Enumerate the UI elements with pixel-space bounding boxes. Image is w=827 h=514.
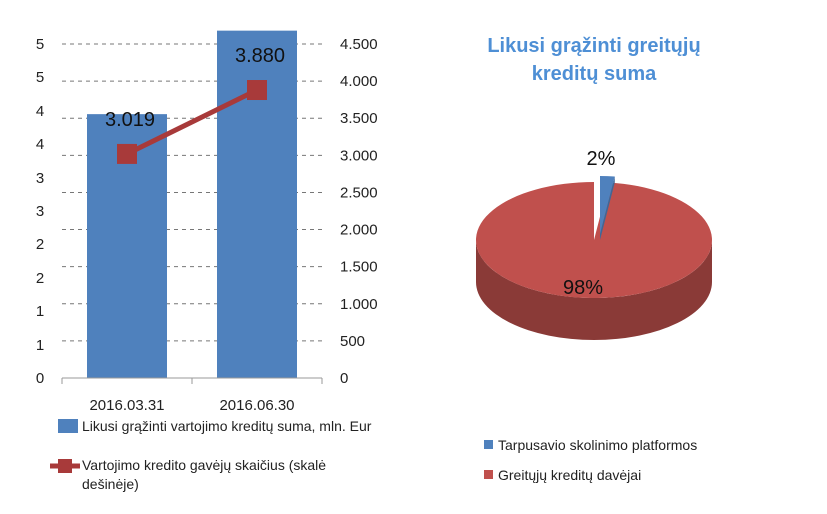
pie-title-line2: kreditų suma <box>532 63 657 85</box>
x-tick-label: 2016.06.30 <box>219 397 294 414</box>
left-tick-label: 2 <box>36 236 44 253</box>
pie-legend-item-platforms: Tarpusavio skolinimo platformos <box>484 437 697 453</box>
right-tick-label: 500 <box>340 333 365 350</box>
legend-line-label-line2: dešinėje) <box>82 476 139 492</box>
pie-slice-platformos <box>600 176 615 234</box>
line-series <box>117 80 267 164</box>
pie-legend-item-lenders: Greitųjų kreditų davėjai <box>484 467 641 483</box>
pie-legend-swatch-platforms <box>484 440 493 449</box>
line-data-label: 3.019 <box>105 109 155 131</box>
right-tick-label: 4.500 <box>340 36 378 53</box>
legend-item-bar: Likusi grąžinti vartojimo kreditų suma, … <box>58 418 372 434</box>
x-axis-ticks: 2016.03.31 2016.06.30 <box>61 378 323 414</box>
left-tick-label: 1 <box>36 303 44 320</box>
left-tick-label: 5 <box>36 69 44 86</box>
left-tick-label: 2 <box>36 270 44 287</box>
pie-chart: Likusi grąžinti greitųjų kreditų suma 2%… <box>476 35 712 483</box>
line-marker <box>117 143 137 164</box>
pie-legend-label-lenders: Greitųjų kreditų davėjai <box>498 467 641 483</box>
legend-bar-swatch <box>58 419 78 433</box>
right-tick-label: 2.500 <box>340 184 378 201</box>
left-tick-label: 3 <box>36 203 44 220</box>
right-tick-label: 3.500 <box>340 110 378 127</box>
legend-line-label-line1: Vartojimo kredito gavėjų skaičius (skalė <box>82 457 326 473</box>
line-data-labels: 3.019 3.880 <box>105 45 285 131</box>
x-tick-label: 2016.03.31 <box>89 397 164 414</box>
left-axis-ticks: 0 1 1 2 2 3 3 4 4 5 5 <box>36 36 44 387</box>
right-tick-label: 4.000 <box>340 73 378 90</box>
right-tick-label: 2.000 <box>340 222 378 239</box>
pie-slice-wall-platformos <box>600 176 615 240</box>
legend-item-line: Vartojimo kredito gavėjų skaičius (skalė… <box>50 457 326 492</box>
line-data-label: 3.880 <box>235 45 285 67</box>
line-marker <box>247 80 267 101</box>
right-axis-ticks: 0 500 1.000 1.500 2.000 2.500 3.000 3.500 4.000 4… <box>340 36 378 387</box>
series-line <box>125 87 259 157</box>
right-tick-label: 3.000 <box>340 147 378 164</box>
right-tick-label: 1.500 <box>340 259 378 276</box>
legend-bar-label: Likusi grąžinti vartojimo kreditų suma, … <box>82 418 372 434</box>
pie-slice-side-greitieji <box>476 240 712 340</box>
left-tick-label: 4 <box>36 103 44 120</box>
right-tick-label: 1.000 <box>340 296 378 313</box>
pie-legend-label-platforms: Tarpusavio skolinimo platformos <box>498 437 697 453</box>
pie-legend-swatch-lenders <box>484 470 493 479</box>
left-tick-label: 4 <box>36 136 44 153</box>
pie-title-line1: Likusi grąžinti greitųjų <box>487 35 700 57</box>
left-tick-label: 3 <box>36 170 44 187</box>
pie-labels: 2% 98% <box>563 148 616 299</box>
right-tick-label: 0 <box>340 370 348 387</box>
left-tick-label: 0 <box>36 370 44 387</box>
pie-slice-greitieji <box>476 182 712 299</box>
combo-chart: 0 1 1 2 2 3 3 4 4 5 5 0 500 1.000 1.500 2.000 2.500 3.00… <box>36 30 378 492</box>
pie-label-greitieji: 98% <box>563 277 603 299</box>
pie-slices <box>476 176 712 340</box>
pie-label-platformos: 2% <box>587 148 616 170</box>
legend-line-marker <box>58 459 72 473</box>
left-tick-label: 5 <box>36 36 44 53</box>
left-tick-label: 1 <box>36 337 44 354</box>
